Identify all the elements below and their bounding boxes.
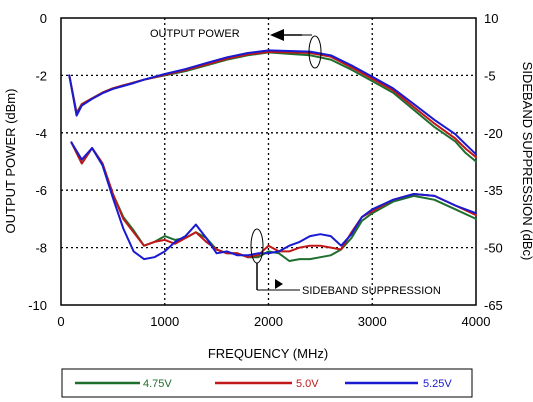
y-right-tick-label: -20: [484, 126, 503, 141]
legend-label-4-75v: 4.75V: [143, 378, 172, 390]
tick-labels: 0 1000 2000 3000 4000 0 -2 -4 -6 -8 -10 10 -5 -20 -35 -…: [28, 11, 503, 329]
x-axis-label: FREQUENCY (MHz): [208, 346, 328, 361]
annotation-output-power-ellipse: [308, 35, 322, 69]
grid-lines: [61, 18, 476, 305]
series-layer: [68, 49, 477, 262]
plot-frame: [60, 17, 477, 306]
annotations: OUTPUT POWER SIDEBAND SUPPRESSION: [150, 28, 441, 297]
x-tick-label: 4000: [462, 314, 491, 329]
x-tick-label: 2000: [254, 314, 283, 329]
y-left-tick-label: -8: [35, 241, 47, 256]
x-tick-label: 1000: [150, 314, 179, 329]
series-line-5-25v-output-power: [68, 49, 477, 156]
y-right-tick-label: -5: [484, 68, 496, 83]
y-left-tick-label: 0: [40, 11, 47, 26]
y-right-tick-label: -50: [484, 241, 503, 256]
legend: 4.75V 5.0V 5.25V: [61, 368, 473, 398]
x-tick-label: 3000: [358, 314, 387, 329]
y-left-tick-label: -2: [35, 68, 47, 83]
y-left-tick-label: -6: [35, 183, 47, 198]
annotation-sideband-suppression: SIDEBAND SUPPRESSION: [302, 285, 441, 297]
legend-label-5-0v: 5.0V: [296, 378, 319, 390]
annotation-output-power: OUTPUT POWER: [150, 28, 240, 40]
y-right-tick-label: 10: [484, 11, 498, 26]
arrow-right-icon: [275, 279, 283, 289]
y-left-tick-label: -4: [35, 126, 47, 141]
arrow-left-icon: [270, 29, 284, 41]
series-line-4-75v-sideband-suppression: [70, 141, 477, 262]
x-tick-label: 0: [57, 314, 64, 329]
y-left-tick-label: -10: [28, 298, 47, 313]
series-line-5-25v-sideband-suppression: [70, 141, 477, 261]
y-axis-label-left: OUTPUT POWER (dBm): [3, 89, 18, 234]
legend-box: [61, 368, 473, 398]
y-right-tick-label: -35: [484, 183, 503, 198]
series-line-5-0v-sideband-suppression: [70, 141, 477, 259]
legend-label-5-25v: 5.25V: [423, 378, 452, 390]
y-right-tick-label: -65: [484, 298, 503, 313]
y-axis-label-right: SIDEBAND SUPPRESSION (dBc): [520, 62, 533, 261]
